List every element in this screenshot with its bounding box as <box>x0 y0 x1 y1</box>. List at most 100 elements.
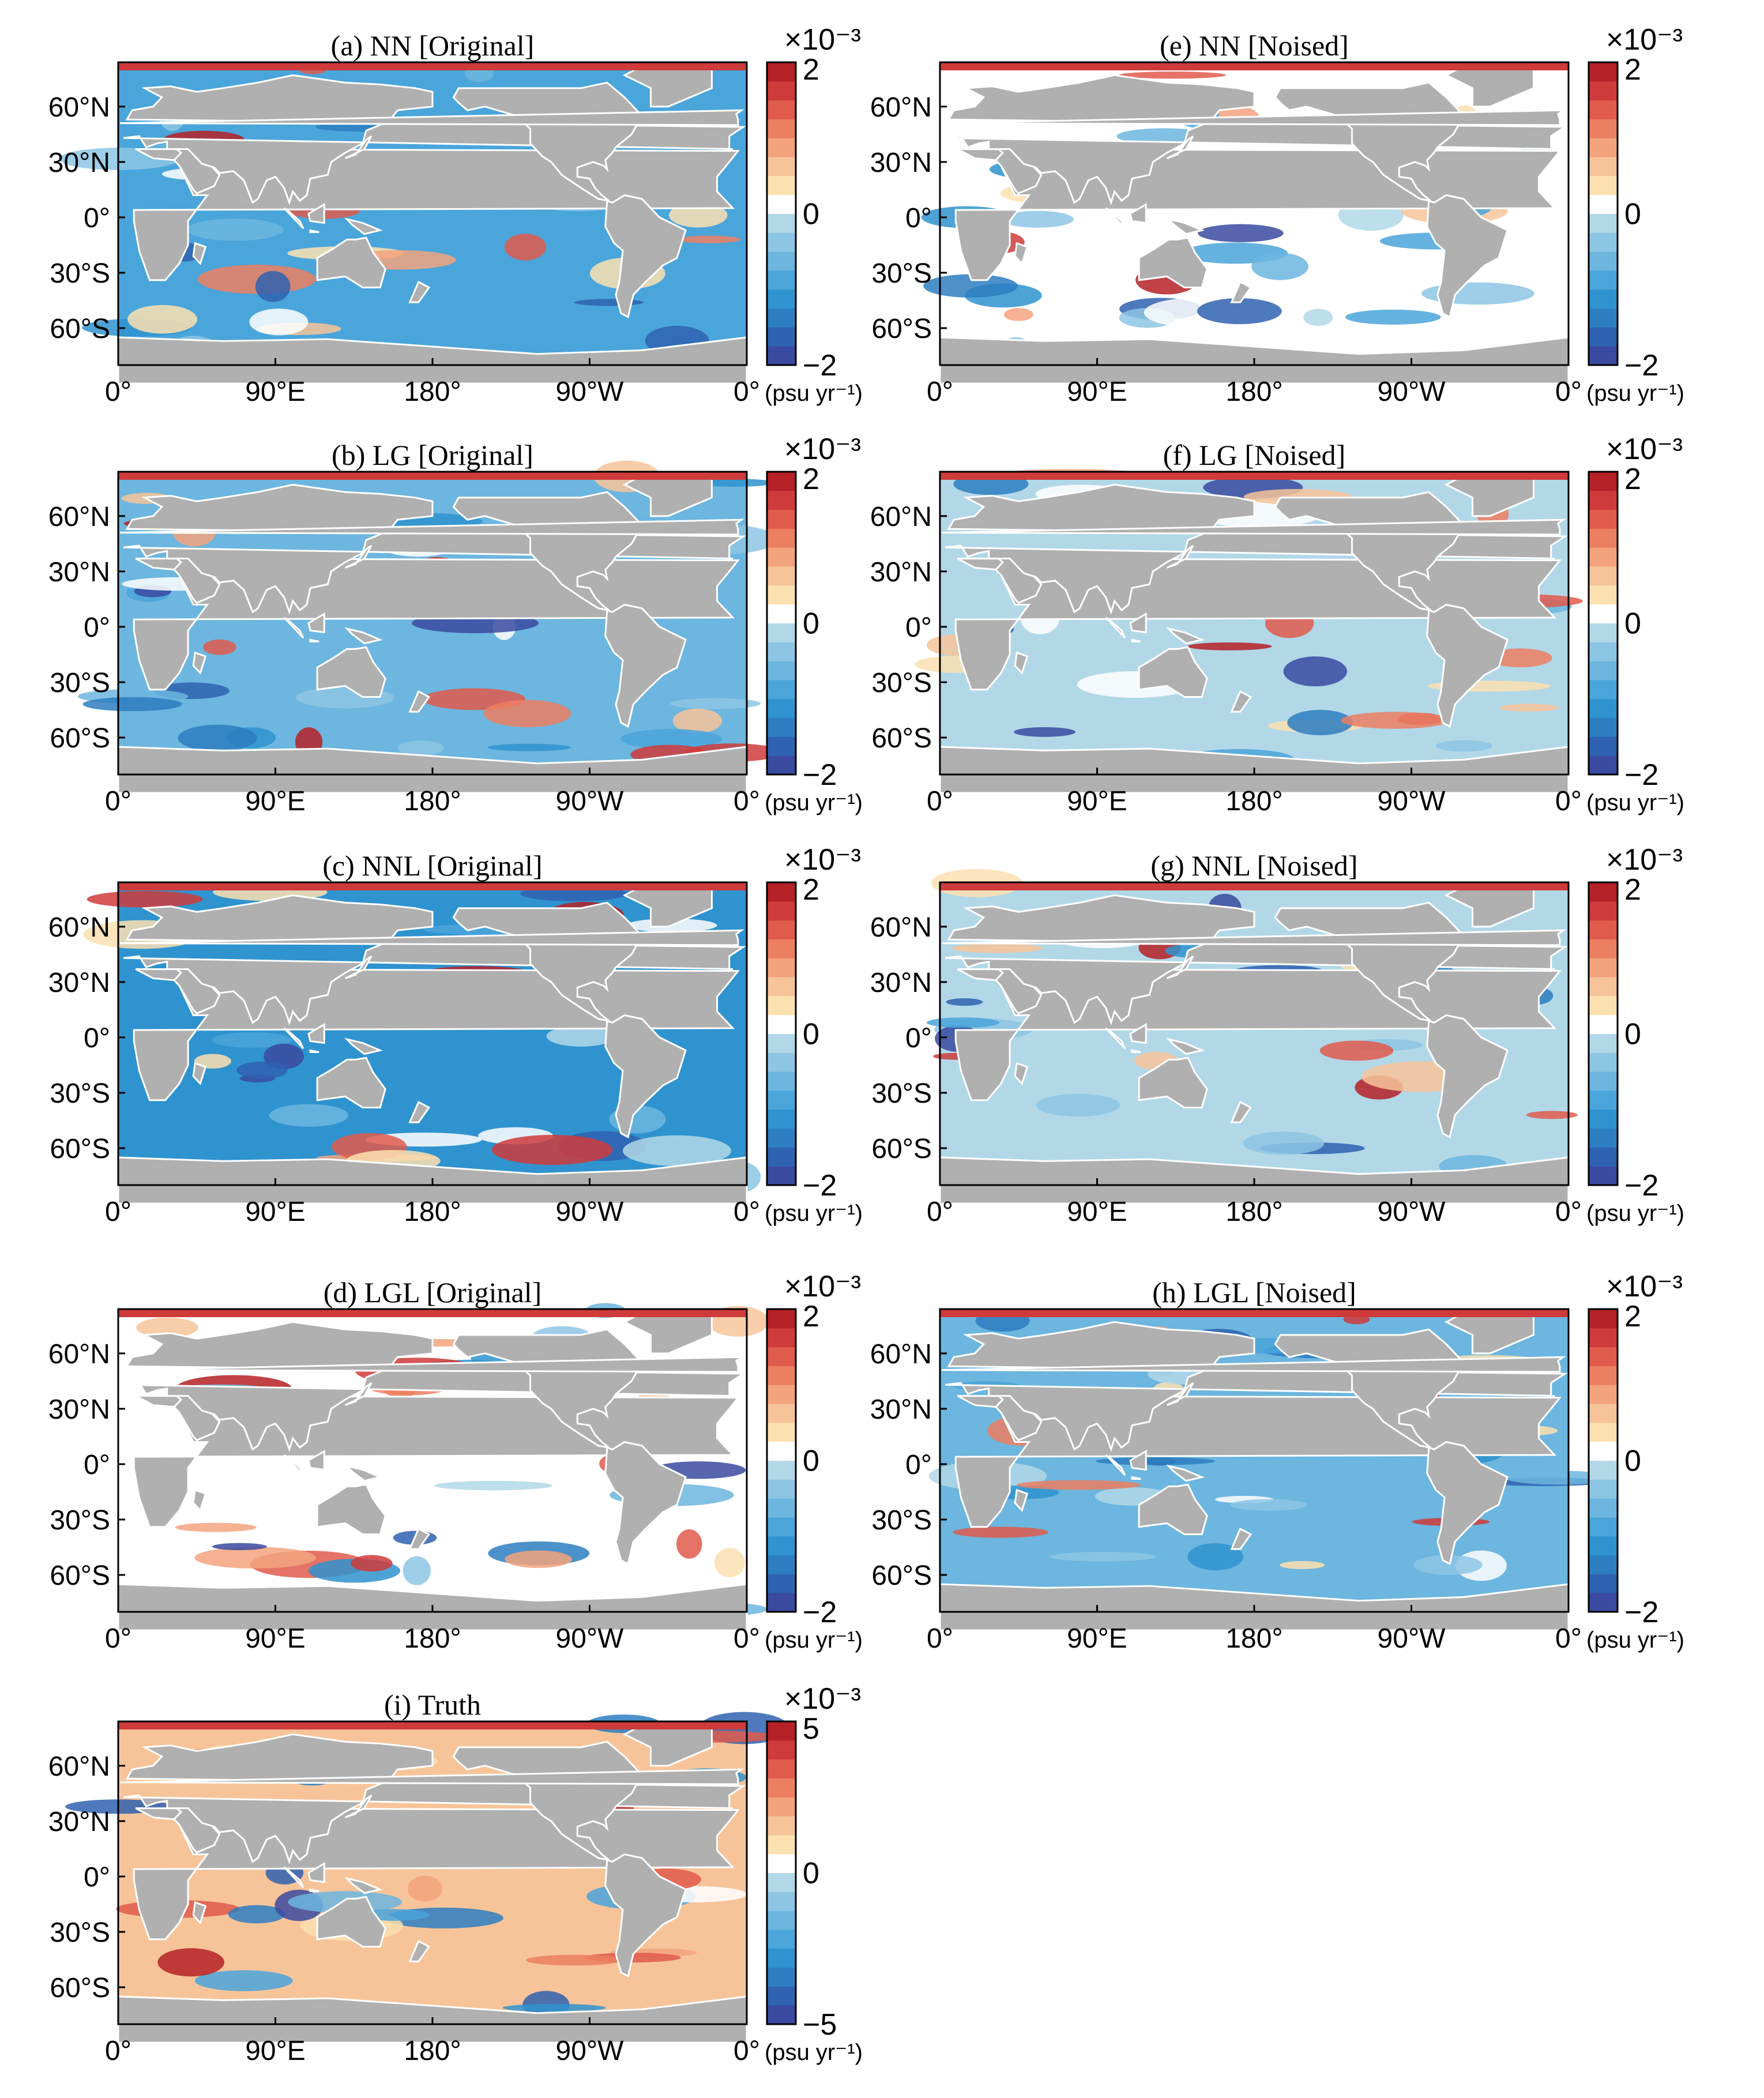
land-mass <box>1129 1449 1147 1471</box>
colorbar-max-label: 2 <box>803 873 819 907</box>
anomaly-patch <box>255 270 291 302</box>
colorbar-segment <box>767 100 796 119</box>
land-mass <box>309 1476 319 1480</box>
colorbar-segment <box>767 882 796 902</box>
units-label: (psu yr⁻¹) <box>765 2040 863 2065</box>
colorbar-segment <box>1589 1014 1618 1034</box>
colorbar-segment <box>767 1052 796 1072</box>
colorbar-segment <box>767 642 796 661</box>
land-mass <box>283 1454 304 1476</box>
anomaly-patch <box>923 274 1018 298</box>
units-label: (psu yr⁻¹) <box>1586 1627 1684 1653</box>
lat-tick-label: 30°S <box>871 668 932 698</box>
map-panel-c: (c) NNL [Original] 60°N 30°N 0° 30°S 60°S 0° 90… <box>48 843 863 1227</box>
colorbar-segment <box>1589 1347 1618 1366</box>
colorbar-max-label: 2 <box>1624 463 1641 496</box>
anomaly-patch <box>1505 1471 1611 1485</box>
anomaly-patch <box>269 1104 349 1127</box>
land-mass <box>1274 81 1465 202</box>
colorbar-segment <box>1589 717 1618 737</box>
colorbar-segment <box>767 194 796 214</box>
land-mass <box>604 1441 687 1566</box>
colorbar-segment <box>1589 566 1618 586</box>
units-label: (psu yr⁻¹) <box>765 1627 863 1653</box>
colorbar-segment <box>767 1911 796 1930</box>
lon-tick-label: 90°E <box>1067 377 1127 407</box>
panel-title: (b) LG [Original] <box>332 439 533 471</box>
colorbar-segment <box>1589 1479 1618 1499</box>
colorbar-segment <box>767 1166 796 1186</box>
land-mass <box>408 280 431 303</box>
lon-tick-label: 90°W <box>556 1197 625 1227</box>
land-mass <box>344 1037 383 1055</box>
anomaly-patch <box>672 708 723 734</box>
lon-tick-label: 90°E <box>1067 1197 1127 1227</box>
lat-tick-label: 60°S <box>50 1561 110 1591</box>
colorbar-segment <box>767 1498 796 1518</box>
anomaly-patch <box>1001 210 1074 228</box>
lon-tick-label: 180° <box>1225 377 1282 407</box>
lat-tick-label: 60°S <box>50 723 110 754</box>
lat-tick-label: 30°S <box>50 1917 110 1948</box>
colorbar-segment <box>1589 346 1618 366</box>
colorbar-segment <box>1589 1328 1618 1348</box>
colorbar-segment <box>767 1948 796 1968</box>
colorbar-zero-label: 0 <box>803 1018 819 1051</box>
map-panel-d: (d) LGL [Original] 60°N 30°N 0° 30°S 60°S 0° 90… <box>48 1270 863 1654</box>
land-mass <box>1014 1488 1029 1512</box>
land-mass <box>1230 1527 1253 1550</box>
colorbar-zero-label: 0 <box>803 1857 819 1890</box>
lon-tick-label: 90°W <box>556 1623 625 1654</box>
colorbar-segment <box>1589 995 1618 1016</box>
lat-tick-label: 60°S <box>50 1973 110 2003</box>
arctic-band <box>118 472 747 480</box>
colorbar-segment <box>767 509 796 529</box>
anomaly-patch <box>676 1529 702 1559</box>
colorbar-segment <box>1589 1309 1618 1329</box>
anomaly-patch <box>1216 1114 1270 1131</box>
colorbar-min-label: −2 <box>803 349 837 382</box>
colorbar-segment <box>1589 679 1618 700</box>
anomaly-patch <box>1197 298 1282 325</box>
anomaly-patch <box>403 1556 431 1585</box>
land-mass <box>941 109 1566 126</box>
colorbar-segment <box>767 1441 796 1461</box>
land-mass <box>1166 627 1205 645</box>
anomaly-patch <box>1014 727 1076 737</box>
colorbar-segment <box>767 157 796 176</box>
lat-tick-label: 30°S <box>871 1505 932 1536</box>
colorbar-segment <box>767 1479 796 1499</box>
lon-tick-label: 90°E <box>245 786 306 817</box>
land-mass <box>307 202 325 224</box>
colorbar-segment <box>1589 901 1618 921</box>
colorbar-segment <box>767 472 796 491</box>
lon-tick-label: 90°E <box>245 377 306 407</box>
anomaly-patch <box>1187 642 1272 651</box>
land-mass <box>309 1888 319 1893</box>
lat-tick-label: 60°N <box>870 92 932 123</box>
lat-tick-label: 30°N <box>870 968 932 998</box>
anomaly-patch <box>1303 309 1333 326</box>
anomaly-patch <box>228 1905 285 1924</box>
lat-tick-label: 60°N <box>48 912 110 943</box>
arctic-band <box>118 62 747 70</box>
anomaly-patch <box>670 698 761 709</box>
colorbar-segment <box>767 490 796 510</box>
anomaly-patch <box>1287 709 1353 735</box>
land-mass <box>1274 491 1465 611</box>
colorbar-segment <box>767 81 796 101</box>
lat-tick-label: 30°N <box>48 557 110 588</box>
colorbar-segment <box>1589 939 1618 958</box>
colorbar-segment <box>767 1759 796 1779</box>
colorbar-segment <box>767 1721 796 1741</box>
map-panel-f: (f) LG [Noised] 60°N 30°N 0° 30°S 60°S 0° 90°E 1… <box>870 433 1684 817</box>
lon-tick-label: 90°E <box>245 1197 306 1227</box>
colorbar-exponent: ×10⁻³ <box>784 23 861 57</box>
anomaly-patch <box>1003 308 1033 321</box>
land-mass <box>945 894 1568 1026</box>
units-label: (psu yr⁻¹) <box>1586 790 1684 815</box>
colorbar-segment <box>767 1929 796 1949</box>
colorbar-segment <box>767 1967 796 1987</box>
lon-tick-label: 0° <box>1555 786 1582 817</box>
colorbar-max-label: 2 <box>1624 873 1641 907</box>
